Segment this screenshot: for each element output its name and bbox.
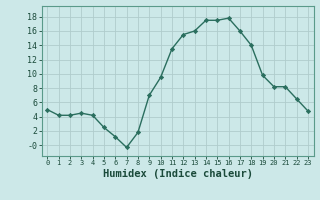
X-axis label: Humidex (Indice chaleur): Humidex (Indice chaleur) — [103, 169, 252, 179]
